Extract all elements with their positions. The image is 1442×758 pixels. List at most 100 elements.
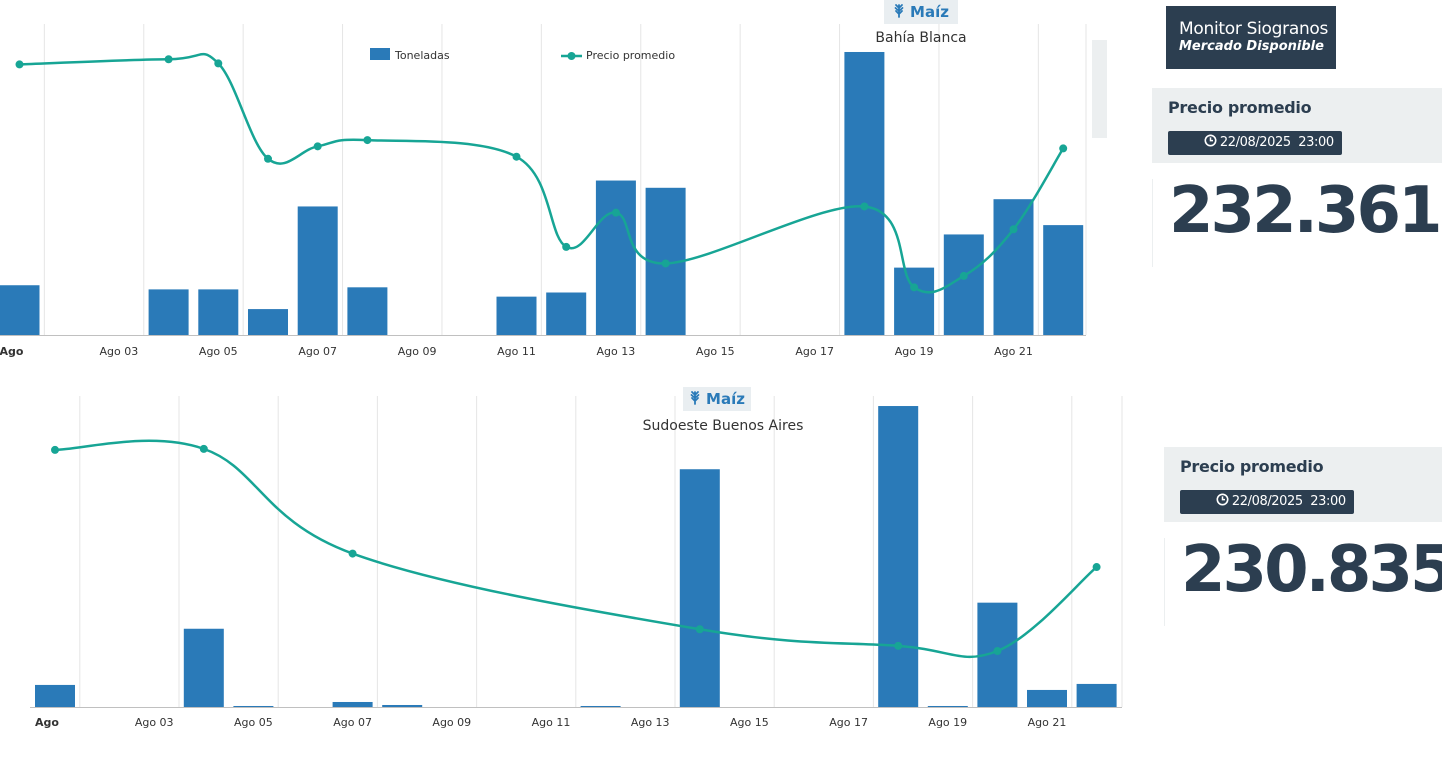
chart-subtitle-region: Sudoeste Buenos Aires	[642, 418, 804, 434]
bar	[496, 296, 537, 335]
timestamp-badge: 22/08/2025 23:00	[1168, 130, 1342, 155]
clock-icon	[1174, 119, 1217, 166]
line-point	[214, 59, 223, 68]
bar	[382, 704, 423, 707]
wheat-icon	[689, 389, 701, 409]
chart-bahia-blanca: Ago Ago 03 Ago 05 Ago 07 Ago 09 Ago 11 Ago 13 A…	[0, 24, 1107, 358]
bar	[35, 684, 75, 707]
crop-name: Maíz	[706, 390, 745, 408]
x-tick-label: Ago 05	[199, 345, 238, 358]
timestamp-text: 22/08/2025 23:00	[1231, 494, 1346, 509]
gridlines	[79, 396, 1123, 707]
chart-subtitle-region: Bahía Blanca	[875, 30, 967, 46]
x-tick-label: Ago 15	[696, 345, 735, 358]
line-point	[199, 444, 208, 453]
line-point	[562, 242, 571, 251]
bar	[595, 180, 636, 335]
bar	[546, 292, 587, 335]
bar	[894, 267, 935, 335]
line-point	[611, 208, 620, 217]
x-tick-label: Ago 09	[432, 716, 471, 729]
scroll-strip	[1092, 40, 1107, 138]
brand-box: Monitor Siogranos Mercado Disponible	[1166, 6, 1336, 69]
line-point	[860, 202, 869, 211]
x-tick-label: Ago 19	[928, 716, 967, 729]
bar	[844, 51, 885, 336]
line-point	[1092, 563, 1101, 572]
card-label: Precio promedio	[1168, 98, 1312, 117]
bar	[580, 705, 621, 707]
bar	[148, 289, 189, 335]
x-tick-label: Ago 11	[532, 716, 571, 729]
x-tick-label: Ago 09	[398, 345, 437, 358]
bar	[198, 289, 239, 335]
bar	[0, 285, 40, 335]
brand-title: Monitor Siogranos	[1179, 19, 1329, 39]
line-point	[1059, 144, 1068, 153]
x-tick-label: Ago 19	[895, 345, 934, 358]
line-point	[313, 142, 322, 151]
x-tick-label: Ago 21	[994, 345, 1033, 358]
line-point	[661, 259, 670, 268]
clock-icon	[1186, 478, 1229, 525]
bar	[347, 287, 388, 335]
price-card-sudoeste-buenos-aires: Precio promedio 22/08/2025 23:00 230.835	[1164, 447, 1442, 626]
price-value: 232.361	[1169, 174, 1442, 248]
bar-series	[0, 51, 1084, 336]
legend-swatch-dot	[567, 52, 576, 60]
x-tick-label: Ago 21	[1028, 716, 1067, 729]
line-point	[910, 283, 919, 292]
line-point	[894, 641, 903, 650]
line-point	[512, 152, 521, 161]
bar	[1076, 683, 1117, 707]
x-tick-label: Ago	[35, 716, 59, 729]
card-label: Precio promedio	[1180, 457, 1324, 476]
x-tick-label: Ago 15	[730, 716, 769, 729]
x-tick-label: Ago 07	[333, 716, 372, 729]
legend-label: Toneladas	[394, 49, 450, 62]
bar	[1043, 225, 1084, 335]
x-tick-label: Ago 13	[597, 345, 636, 358]
bar	[993, 199, 1034, 335]
line-point	[164, 55, 173, 64]
x-tick-label: Ago 17	[795, 345, 834, 358]
x-tick-label: Ago 11	[497, 345, 536, 358]
x-tick-label: Ago 03	[135, 716, 174, 729]
line-point	[264, 154, 272, 163]
chart-title-crop: Maíz	[884, 0, 958, 24]
legend: Toneladas Precio promedio	[370, 48, 675, 62]
bar	[1027, 689, 1067, 707]
gridlines	[43, 24, 1087, 335]
line-point	[348, 549, 357, 558]
price-card-bahia-blanca: Precio promedio 22/08/2025 23:00 232.361	[1152, 88, 1442, 267]
timestamp-badge: 22/08/2025 23:00	[1180, 489, 1354, 514]
chart-sudoeste-buenos-aires: Ago Ago 03 Ago 05 Ago 07 Ago 09 Ago 11 Ago 13 A…	[30, 396, 1123, 729]
line-point	[363, 136, 372, 145]
x-tick-label: Ago	[0, 345, 24, 358]
line-point	[993, 647, 1002, 656]
timestamp-text: 22/08/2025 23:00	[1219, 135, 1334, 150]
bar	[927, 705, 968, 707]
bar	[297, 206, 338, 335]
legend-swatch-bar	[370, 48, 390, 60]
x-tick-label: Ago 03	[100, 345, 139, 358]
chart-title-crop: Maíz	[683, 387, 751, 411]
x-tick-label: Ago 05	[234, 716, 273, 729]
crop-name: Maíz	[910, 3, 949, 21]
bar	[233, 705, 274, 707]
bar	[878, 406, 919, 707]
bar	[248, 309, 288, 335]
line-point	[51, 445, 59, 454]
brand-subtitle: Mercado Disponible	[1179, 39, 1324, 54]
line-point	[695, 625, 704, 634]
x-tick-label: Ago 13	[631, 716, 670, 729]
price-value: 230.835	[1181, 533, 1442, 607]
line-point	[1009, 225, 1018, 234]
line-point	[15, 60, 24, 69]
x-tick-label: Ago 07	[298, 345, 337, 358]
bar	[332, 701, 373, 707]
bar	[183, 628, 224, 707]
legend-label: Precio promedio	[586, 49, 675, 62]
wheat-icon	[893, 2, 905, 22]
bar	[679, 469, 720, 707]
